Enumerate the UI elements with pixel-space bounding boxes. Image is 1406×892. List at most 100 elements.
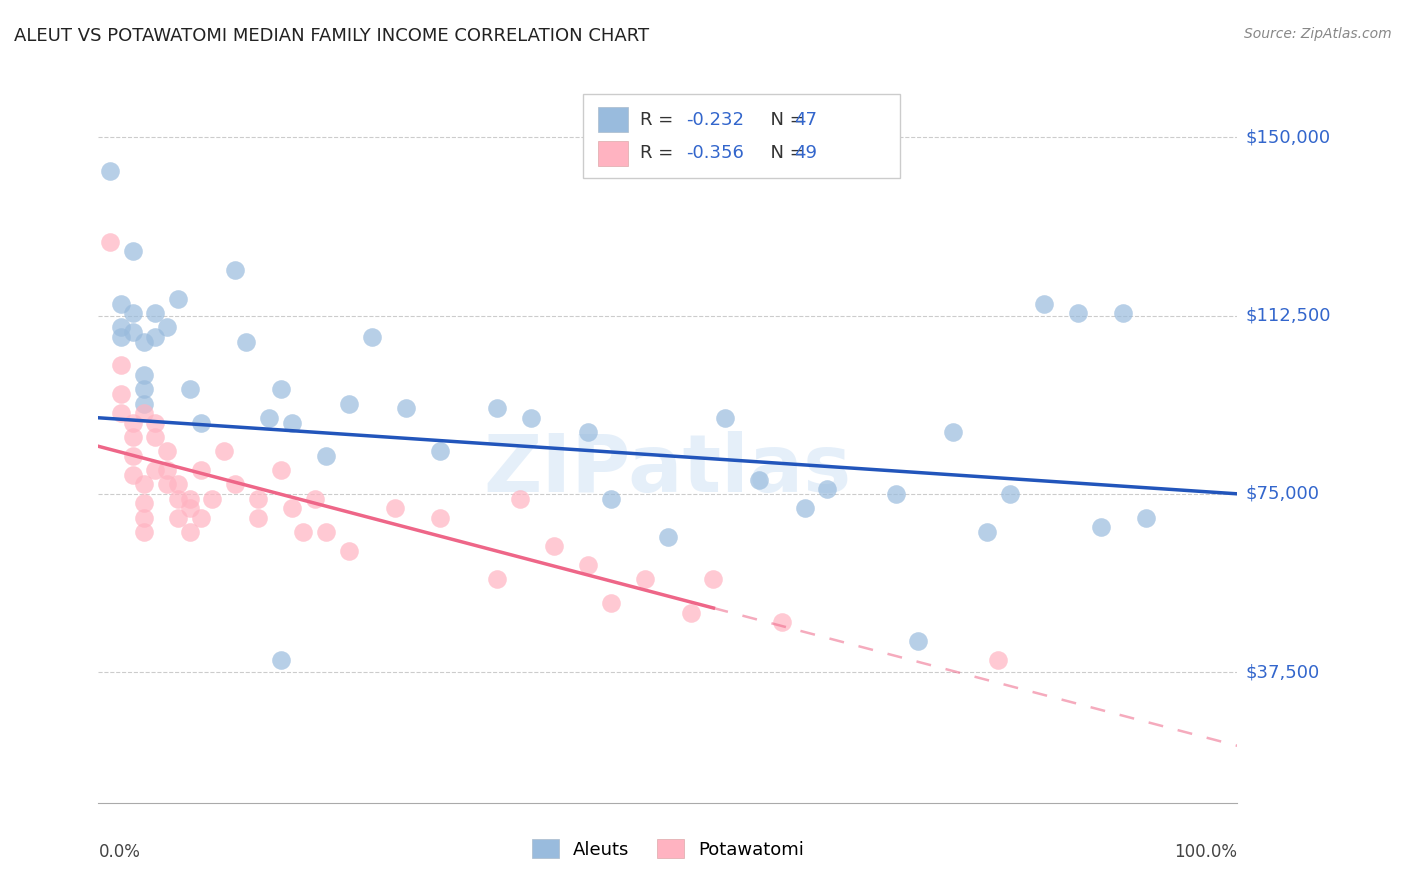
Text: $112,500: $112,500 bbox=[1246, 307, 1331, 325]
Point bbox=[1090, 520, 1112, 534]
Point bbox=[145, 430, 167, 444]
Point bbox=[360, 330, 382, 344]
Point bbox=[270, 382, 292, 396]
Point bbox=[270, 463, 292, 477]
Point bbox=[337, 544, 360, 558]
Point bbox=[657, 530, 679, 544]
Point bbox=[132, 334, 155, 349]
Point bbox=[132, 396, 155, 410]
Text: $37,500: $37,500 bbox=[1246, 663, 1320, 681]
Point bbox=[543, 539, 565, 553]
Point bbox=[190, 416, 212, 430]
Point bbox=[132, 477, 155, 491]
Point bbox=[98, 163, 121, 178]
Text: 100.0%: 100.0% bbox=[1174, 843, 1237, 861]
Point bbox=[1135, 510, 1157, 524]
Point bbox=[110, 387, 132, 401]
Point bbox=[429, 510, 451, 524]
Text: 0.0%: 0.0% bbox=[98, 843, 141, 861]
Point bbox=[679, 606, 702, 620]
Point bbox=[634, 573, 657, 587]
Point bbox=[145, 416, 167, 430]
Point bbox=[167, 510, 190, 524]
Point bbox=[179, 382, 201, 396]
Point bbox=[224, 263, 246, 277]
Point bbox=[815, 482, 838, 496]
Point bbox=[156, 477, 179, 491]
Point bbox=[110, 296, 132, 310]
Point bbox=[132, 524, 155, 539]
Point bbox=[167, 477, 190, 491]
Text: -0.232: -0.232 bbox=[686, 111, 744, 128]
Point bbox=[156, 444, 179, 458]
Point bbox=[110, 320, 132, 334]
Text: N =: N = bbox=[759, 145, 811, 162]
Point bbox=[600, 596, 623, 610]
Point bbox=[281, 501, 304, 516]
Point bbox=[179, 524, 201, 539]
Point bbox=[121, 325, 143, 339]
Point bbox=[179, 501, 201, 516]
Point bbox=[121, 449, 143, 463]
Point bbox=[1112, 306, 1135, 320]
Text: $150,000: $150,000 bbox=[1246, 128, 1330, 146]
Point bbox=[770, 615, 793, 630]
Point bbox=[110, 406, 132, 420]
Point bbox=[942, 425, 965, 439]
Point bbox=[748, 473, 770, 487]
Point bbox=[270, 653, 292, 667]
Point bbox=[110, 359, 132, 373]
Point bbox=[212, 444, 235, 458]
Point bbox=[110, 330, 132, 344]
Point bbox=[315, 524, 337, 539]
Point bbox=[292, 524, 315, 539]
Point bbox=[121, 416, 143, 430]
Point bbox=[998, 487, 1021, 501]
Point bbox=[132, 510, 155, 524]
Point bbox=[576, 425, 599, 439]
Point bbox=[281, 416, 304, 430]
Point bbox=[145, 330, 167, 344]
Point bbox=[132, 406, 155, 420]
Point bbox=[486, 573, 509, 587]
Point bbox=[145, 306, 167, 320]
Point bbox=[132, 496, 155, 510]
Text: $75,000: $75,000 bbox=[1246, 485, 1320, 503]
Point bbox=[98, 235, 121, 249]
Text: Source: ZipAtlas.com: Source: ZipAtlas.com bbox=[1244, 27, 1392, 41]
Point bbox=[714, 410, 737, 425]
Point bbox=[167, 292, 190, 306]
Point bbox=[156, 463, 179, 477]
Text: R =: R = bbox=[640, 145, 679, 162]
Point bbox=[259, 410, 281, 425]
Point bbox=[190, 463, 212, 477]
Point bbox=[121, 430, 143, 444]
Point bbox=[121, 306, 143, 320]
Text: -0.356: -0.356 bbox=[686, 145, 744, 162]
Point bbox=[600, 491, 623, 506]
Point bbox=[132, 382, 155, 396]
Point bbox=[132, 368, 155, 382]
Text: ALEUT VS POTAWATOMI MEDIAN FAMILY INCOME CORRELATION CHART: ALEUT VS POTAWATOMI MEDIAN FAMILY INCOME… bbox=[14, 27, 650, 45]
Point bbox=[702, 573, 724, 587]
Point bbox=[384, 501, 406, 516]
Text: 49: 49 bbox=[794, 145, 817, 162]
Point bbox=[509, 491, 531, 506]
Point bbox=[520, 410, 543, 425]
Text: ZIPatlas: ZIPatlas bbox=[484, 432, 852, 509]
Point bbox=[395, 401, 418, 416]
Point bbox=[190, 510, 212, 524]
Point bbox=[304, 491, 326, 506]
Point bbox=[145, 463, 167, 477]
Point bbox=[121, 467, 143, 482]
Point bbox=[1067, 306, 1090, 320]
Point bbox=[1032, 296, 1054, 310]
Text: 47: 47 bbox=[794, 111, 817, 128]
Point bbox=[224, 477, 246, 491]
Point bbox=[429, 444, 451, 458]
Point bbox=[246, 510, 269, 524]
Point bbox=[486, 401, 509, 416]
Point bbox=[167, 491, 190, 506]
Point bbox=[315, 449, 337, 463]
Point bbox=[156, 320, 179, 334]
